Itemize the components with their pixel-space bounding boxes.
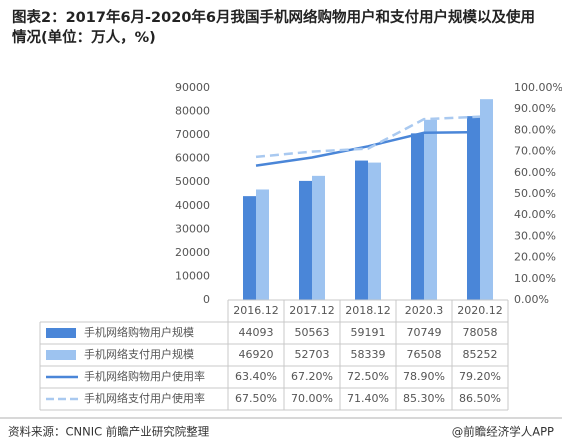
legend-label: 手机网络购物用户使用率 [84, 369, 205, 383]
source: 资料来源：CNNIC 前瞻产业研究院整理 [8, 425, 210, 439]
legend-label: 手机网络支付用户使用率 [84, 391, 205, 405]
y2-tick-label: 20.00% [514, 251, 556, 264]
y-tick-label: 70000 [175, 128, 210, 141]
table-cell: 85252 [463, 348, 498, 361]
table-cell: 46920 [239, 348, 274, 361]
y-tick-label: 40000 [175, 199, 210, 212]
line [255, 130, 481, 167]
table-cell: 78058 [463, 326, 498, 339]
table-cell: 70.00% [291, 392, 333, 405]
y-tick-label: 0 [203, 293, 210, 306]
y2-tick-label: 40.00% [514, 208, 556, 221]
bar [467, 116, 480, 301]
table-cell: 71.40% [347, 392, 389, 405]
y-tick-label: 50000 [175, 175, 210, 188]
legend-label: 手机网络支付用户规模 [84, 347, 194, 361]
table-cell: 58339 [351, 348, 386, 361]
table-cell: 79.20% [459, 370, 501, 383]
y2-tick-label: 30.00% [514, 229, 556, 242]
credit: @前瞻经济学人APP [452, 425, 554, 439]
legend-swatch [46, 328, 76, 338]
y2-tick-label: 50.00% [514, 187, 556, 200]
x-tick-label: 2020.3 [405, 304, 444, 317]
x-tick-label: 2016.12 [233, 304, 279, 317]
y2-tick-label: 90.00% [514, 102, 556, 115]
y2-tick-label: 80.00% [514, 123, 556, 136]
legend-label: 手机网络购物用户规模 [84, 325, 194, 339]
table-cell: 59191 [351, 326, 386, 339]
table-cell: 50563 [295, 326, 330, 339]
x-tick-label: 2020.12 [457, 304, 503, 317]
bar [243, 196, 256, 300]
table-cell: 67.50% [235, 392, 277, 405]
table-cell: 44093 [239, 326, 274, 339]
table-cell: 85.30% [403, 392, 445, 405]
bar [355, 160, 368, 300]
y-tick-label: 20000 [175, 246, 210, 259]
x-tick-label: 2017.12 [289, 304, 335, 317]
table-cell: 70749 [407, 326, 442, 339]
bar [480, 99, 493, 301]
y-tick-label: 90000 [175, 81, 210, 94]
y2-tick-label: 60.00% [514, 166, 556, 179]
table-cell: 52703 [295, 348, 330, 361]
bar [368, 162, 381, 300]
bar [256, 189, 269, 300]
table-cell: 63.40% [235, 370, 277, 383]
chart-title: 图表2：2017年6月-2020年6月我国手机网络购物用户和支付用户规模以及使用… [12, 10, 535, 46]
bar [411, 133, 424, 300]
table-cell: 67.20% [291, 370, 333, 383]
y2-tick-label: 10.00% [514, 272, 556, 285]
y-tick-label: 10000 [175, 269, 210, 282]
y-tick-label: 30000 [175, 222, 210, 235]
table-cell: 72.50% [347, 370, 389, 383]
bar [424, 119, 437, 300]
y2-tick-label: 70.00% [514, 145, 556, 158]
bar [312, 175, 325, 300]
table-cell: 86.50% [459, 392, 501, 405]
table-cell: 78.90% [403, 370, 445, 383]
table-cell: 76508 [407, 348, 442, 361]
line [255, 115, 481, 159]
x-tick-label: 2018.12 [345, 304, 391, 317]
bar [299, 180, 312, 300]
y2-tick-label: 100.00% [514, 81, 562, 94]
y2-tick-label: 0.00% [514, 293, 549, 306]
y-tick-label: 80000 [175, 105, 210, 118]
legend-swatch [46, 350, 76, 360]
y-tick-label: 60000 [175, 152, 210, 165]
